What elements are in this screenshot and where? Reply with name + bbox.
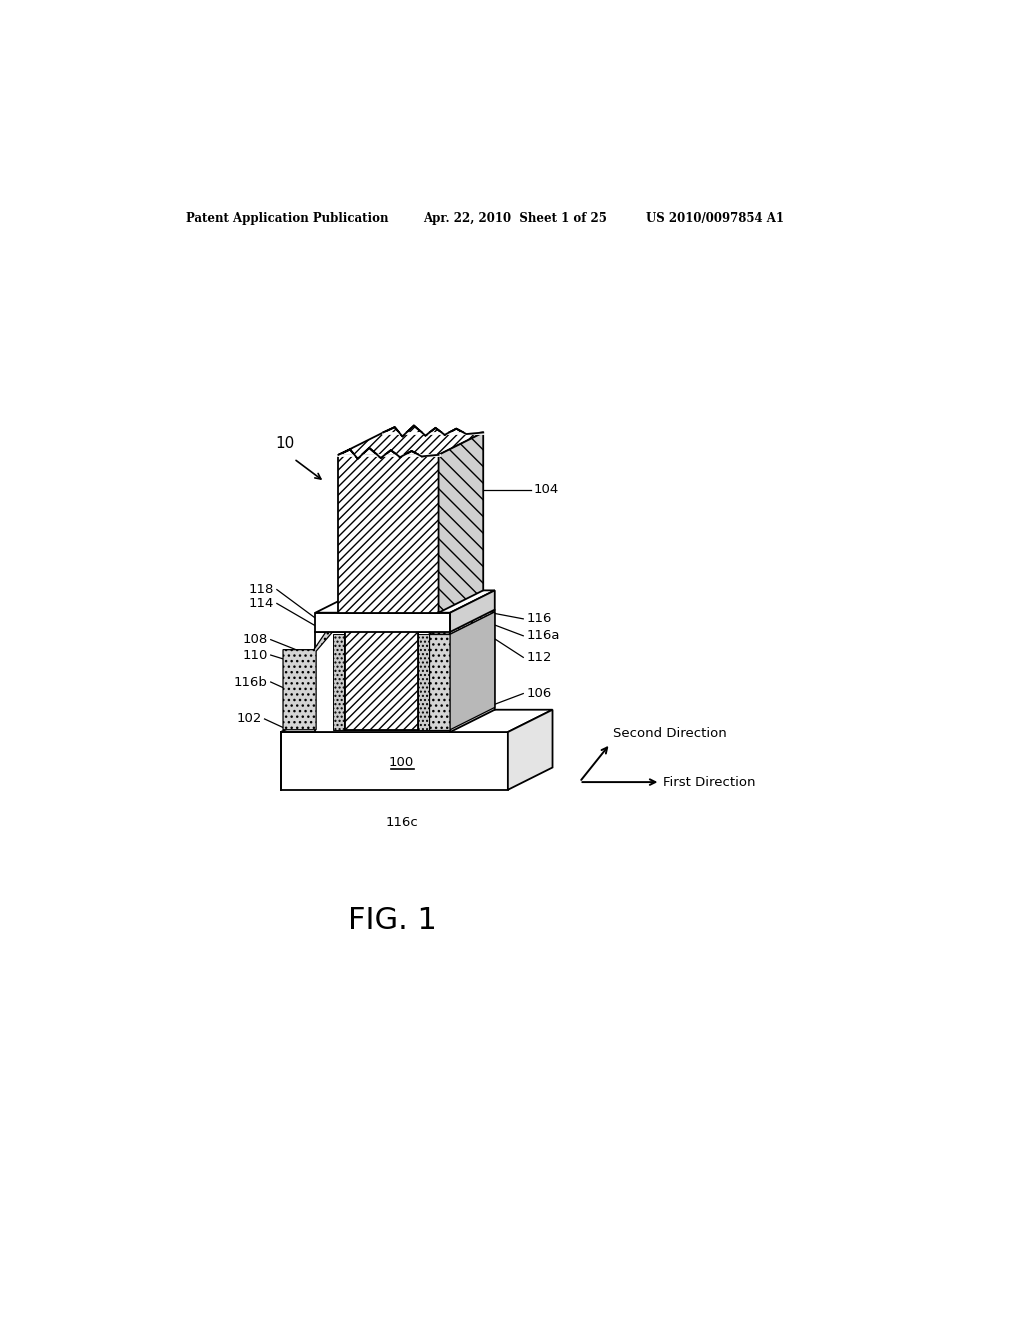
Polygon shape [283,631,334,730]
Polygon shape [451,590,495,632]
Polygon shape [345,612,418,730]
Text: 10: 10 [275,436,295,451]
Text: US 2010/0097854 A1: US 2010/0097854 A1 [646,213,784,224]
Polygon shape [433,590,478,733]
Polygon shape [315,590,495,612]
Text: 112: 112 [526,651,552,664]
Polygon shape [345,612,418,730]
Text: 104: 104 [535,483,559,496]
Text: 114: 114 [249,597,273,610]
Text: 100: 100 [389,756,415,770]
Text: FIG. 1: FIG. 1 [348,907,437,935]
Polygon shape [339,425,483,459]
Polygon shape [418,635,429,730]
Polygon shape [429,635,451,730]
Text: Patent Application Publication: Patent Application Publication [186,213,388,224]
Polygon shape [339,455,438,612]
Polygon shape [345,590,463,612]
Text: Second Direction: Second Direction [612,727,726,739]
Polygon shape [429,612,495,635]
Polygon shape [333,612,433,733]
Text: 108: 108 [243,634,267,647]
Polygon shape [438,433,483,612]
Text: 116b: 116b [233,676,267,689]
Polygon shape [281,733,508,789]
Text: 116: 116 [526,612,552,626]
Polygon shape [315,632,451,733]
Polygon shape [315,612,451,632]
Text: 106: 106 [526,686,552,700]
Polygon shape [333,590,478,612]
Text: First Direction: First Direction [663,776,755,788]
Polygon shape [508,710,553,789]
Text: 116a: 116a [526,630,560,643]
Polygon shape [451,610,495,733]
Polygon shape [315,610,495,632]
Polygon shape [281,710,553,733]
Polygon shape [451,612,495,730]
Text: 118: 118 [249,583,273,597]
Text: 110: 110 [243,648,267,661]
Polygon shape [333,635,345,730]
Text: 102: 102 [237,713,261,726]
Text: Apr. 22, 2010  Sheet 1 of 25: Apr. 22, 2010 Sheet 1 of 25 [423,213,607,224]
Text: 116c: 116c [385,816,418,829]
